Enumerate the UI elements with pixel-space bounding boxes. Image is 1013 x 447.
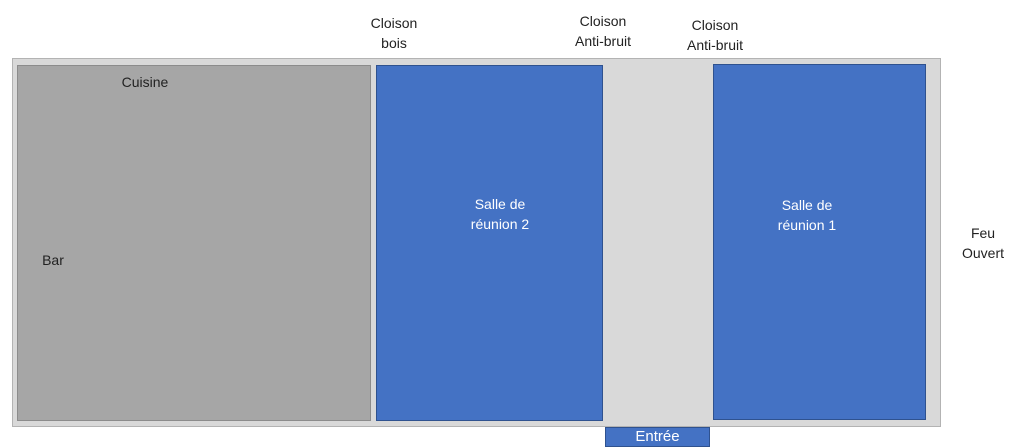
meeting-room-2 <box>376 65 603 421</box>
meeting-room-1-label-line2: réunion 1 <box>777 217 837 233</box>
meeting-room-2-label-line1: Salle de <box>474 196 526 212</box>
partition-label-soundproof-left-line1: Cloison <box>579 13 627 29</box>
entrance: Entrée <box>605 427 710 447</box>
meeting-room-1-label-line1: Salle de <box>781 197 833 213</box>
kitchen-label: Cuisine <box>121 74 169 90</box>
bar-label: Bar <box>42 252 64 268</box>
partition-label-wood-line2: bois <box>381 35 407 51</box>
partition-label-wood: Cloison bois <box>364 13 424 53</box>
fireplace-label: Feu Ouvert <box>955 223 1011 263</box>
fireplace-label-line2: Ouvert <box>961 245 1004 261</box>
partition-label-wood-line1: Cloison <box>370 15 418 31</box>
partition-label-soundproof-right: Cloison Anti-bruit <box>675 15 755 55</box>
partition-label-soundproof-right-line2: Anti-bruit <box>686 37 744 53</box>
meeting-room-2-label-line2: réunion 2 <box>470 216 530 232</box>
meeting-room-1-label: Salle de réunion 1 <box>767 195 847 235</box>
meeting-room-1 <box>713 64 926 420</box>
kitchen-area <box>17 65 371 421</box>
partition-label-soundproof-right-line1: Cloison <box>691 17 739 33</box>
fireplace-label-line1: Feu <box>970 225 996 241</box>
partition-label-soundproof-left-line2: Anti-bruit <box>574 33 632 49</box>
partition-label-soundproof-left: Cloison Anti-bruit <box>563 11 643 51</box>
meeting-room-2-label: Salle de réunion 2 <box>460 194 540 234</box>
